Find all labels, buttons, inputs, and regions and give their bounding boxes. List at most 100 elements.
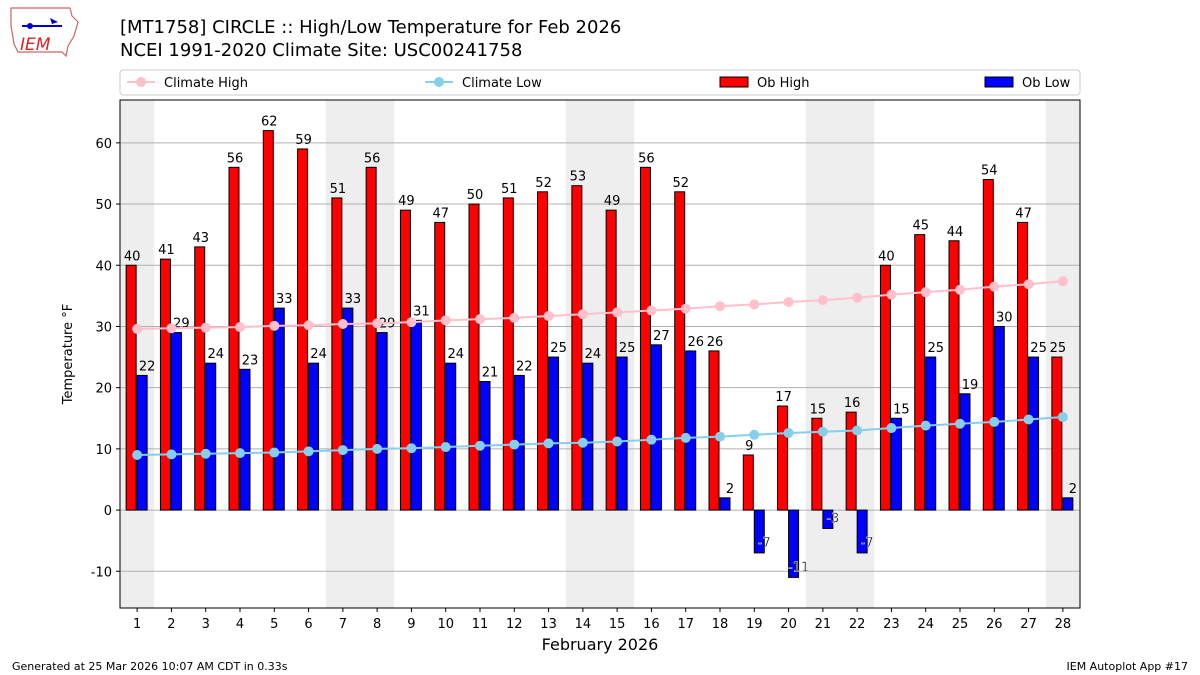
climate-low-point: [132, 449, 143, 460]
ob-low-bar: [685, 350, 697, 511]
ob-high-label: 47: [1015, 206, 1032, 221]
ob-high-bar: [159, 258, 171, 511]
x-tick-label: 25: [952, 617, 969, 632]
x-tick-label: 20: [780, 617, 797, 632]
climate-high-point: [646, 305, 657, 316]
ob-high-bar: [674, 191, 686, 511]
ob-high-label: 51: [330, 182, 347, 197]
ob-low-bar: [273, 307, 285, 511]
x-tick-label: 2: [167, 617, 175, 632]
ob-low-label: 25: [927, 341, 944, 356]
ob-low-label: -3: [826, 511, 839, 526]
ob-low-label: 2: [726, 482, 734, 497]
climate-high-point: [852, 292, 863, 303]
climate-high-point: [749, 299, 760, 310]
climate-high-point: [475, 314, 485, 325]
ob-high-bar: [605, 209, 617, 511]
ob-low-bar: [650, 344, 662, 511]
ob-high-label: 51: [501, 182, 518, 197]
climate-high-point: [886, 289, 897, 300]
ob-low-label: 24: [207, 347, 224, 362]
ob-high-label: 43: [192, 231, 209, 246]
climate-low-point: [817, 426, 828, 437]
ob-low-label: -7: [758, 536, 771, 551]
ob-high-label: 53: [570, 170, 587, 185]
ob-low-bar: [410, 319, 422, 511]
ob-high-label: 54: [981, 164, 998, 179]
ob-low-label: 31: [413, 304, 430, 319]
ob-low-label: 25: [550, 341, 567, 356]
climate-high-point: [955, 284, 965, 295]
ob-high-label: 26: [707, 335, 724, 350]
climate-high-point: [337, 319, 348, 330]
climate-high-point: [783, 296, 794, 307]
climate-low-point: [543, 438, 554, 449]
ob-high-label: 40: [878, 249, 895, 264]
ob-high-label: 44: [947, 225, 964, 240]
x-tick-label: 26: [986, 617, 1003, 632]
climate-high-point: [612, 307, 623, 318]
climate-low-point: [372, 443, 383, 454]
ob-high-label: 49: [398, 194, 415, 209]
climate-low-point: [886, 423, 897, 434]
ob-high-label: 56: [638, 151, 655, 166]
climate-low-point: [680, 432, 691, 443]
x-tick-label: 8: [373, 617, 381, 632]
ob-high-bar: [879, 264, 891, 511]
y-tick-label: 20: [95, 382, 112, 397]
ob-high-bar: [502, 197, 514, 511]
ob-low-label: -11: [788, 560, 809, 575]
legend-box: [119, 69, 1081, 96]
ob-low-bar: [205, 362, 217, 511]
climate-low-point: [646, 434, 657, 445]
ob-low-label: 30: [996, 310, 1013, 325]
climate-high-point: [1057, 276, 1068, 287]
climate-low-point: [1057, 412, 1068, 423]
legend-climate-high-label: Climate High: [164, 76, 248, 91]
y-tick-label: 10: [95, 443, 112, 458]
ob-low-label: 29: [379, 317, 396, 332]
ob-high-label: 59: [295, 133, 312, 148]
ob-high-label: 62: [261, 115, 278, 130]
legend-climate-low-marker: [434, 77, 444, 87]
ob-high-label: 52: [535, 176, 552, 191]
legend-climate-low-label: Climate Low: [462, 76, 542, 91]
y-tick-label: 30: [95, 320, 112, 335]
ob-high-bar: [331, 197, 343, 511]
climate-low-point: [475, 440, 485, 451]
weekend-shade: [805, 100, 840, 608]
legend-ob-high-label: Ob High: [757, 76, 810, 91]
climate-high-point: [269, 320, 280, 331]
ob-low-bar: [170, 332, 182, 511]
ob-high-label: 45: [912, 219, 929, 234]
ob-low-label: 24: [585, 347, 602, 362]
climate-high-point: [989, 281, 1000, 292]
ob-low-label: 23: [242, 353, 259, 368]
ob-low-bar: [788, 509, 800, 578]
ob-low-bar: [136, 374, 148, 511]
x-tick-label: 12: [506, 617, 523, 632]
climate-low-point: [920, 420, 931, 431]
climate-high-point: [200, 322, 211, 333]
climate-low-point: [612, 436, 623, 447]
ob-low-label: 33: [276, 292, 293, 307]
x-tick-label: 1: [133, 617, 141, 632]
climate-low-point: [749, 429, 760, 440]
x-tick-label: 27: [1020, 617, 1037, 632]
ob-high-label: 15: [810, 402, 827, 417]
ob-low-bar: [925, 356, 937, 511]
x-tick-label: 16: [643, 617, 660, 632]
legend-climate-high-marker: [136, 77, 146, 87]
ob-high-label: 56: [364, 151, 381, 166]
climate-high-point: [817, 295, 828, 306]
ob-high-bar: [194, 246, 206, 511]
ob-high-bar: [571, 185, 583, 511]
climate-low-point: [783, 427, 794, 438]
x-tick-label: 14: [575, 617, 592, 632]
ob-high-label: 47: [432, 206, 449, 221]
ob-low-label: 26: [687, 335, 704, 350]
ob-high-bar: [948, 240, 960, 511]
ob-low-bar: [582, 362, 594, 511]
climate-low-point: [303, 446, 314, 457]
svg-text:IEM: IEM: [20, 35, 51, 55]
